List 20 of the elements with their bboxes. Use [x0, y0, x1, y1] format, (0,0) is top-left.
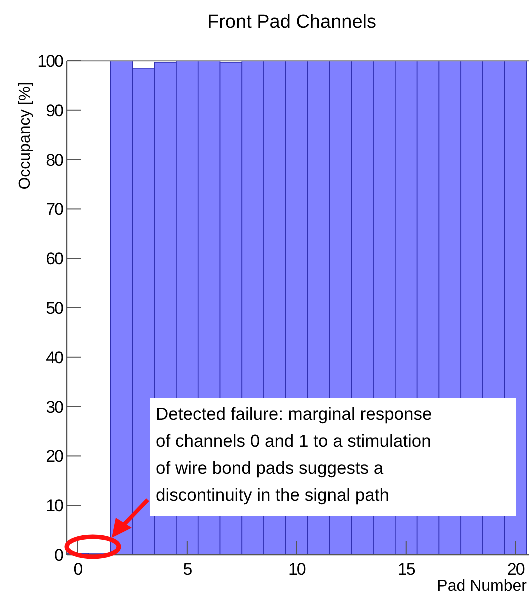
y-tick-label: 50 [46, 298, 64, 318]
y-tick-label: 80 [46, 150, 64, 170]
x-tick-label: 10 [288, 560, 306, 579]
y-tick-label: 100 [38, 52, 64, 71]
y-tick-label: 40 [46, 348, 64, 368]
y-axis-title: Occupancy [%] [17, 82, 34, 190]
y-tick-label: 60 [46, 250, 64, 269]
y-tick-label: 0 [54, 546, 64, 565]
y-tick-label: 20 [46, 447, 64, 466]
x-tick-label: 15 [398, 560, 416, 579]
annotation: Detected failure: marginal response of channels 0 and 1 to a stimulation of wire bond pads suggests a discontinuity in the signal path [156, 404, 432, 505]
y-tick-label: 70 [46, 200, 64, 220]
x-tick-label: 0 [74, 560, 83, 579]
y-tick-label: 90 [46, 101, 64, 120]
x-tick-label: 5 [183, 560, 192, 579]
y-tick-label: 10 [46, 496, 64, 516]
chart-title: Front Pad Channels [208, 12, 376, 33]
x-axis-title: Pad Number [437, 578, 528, 595]
x-tick-label: 20 [507, 560, 525, 579]
y-tick-label: 30 [46, 398, 64, 417]
